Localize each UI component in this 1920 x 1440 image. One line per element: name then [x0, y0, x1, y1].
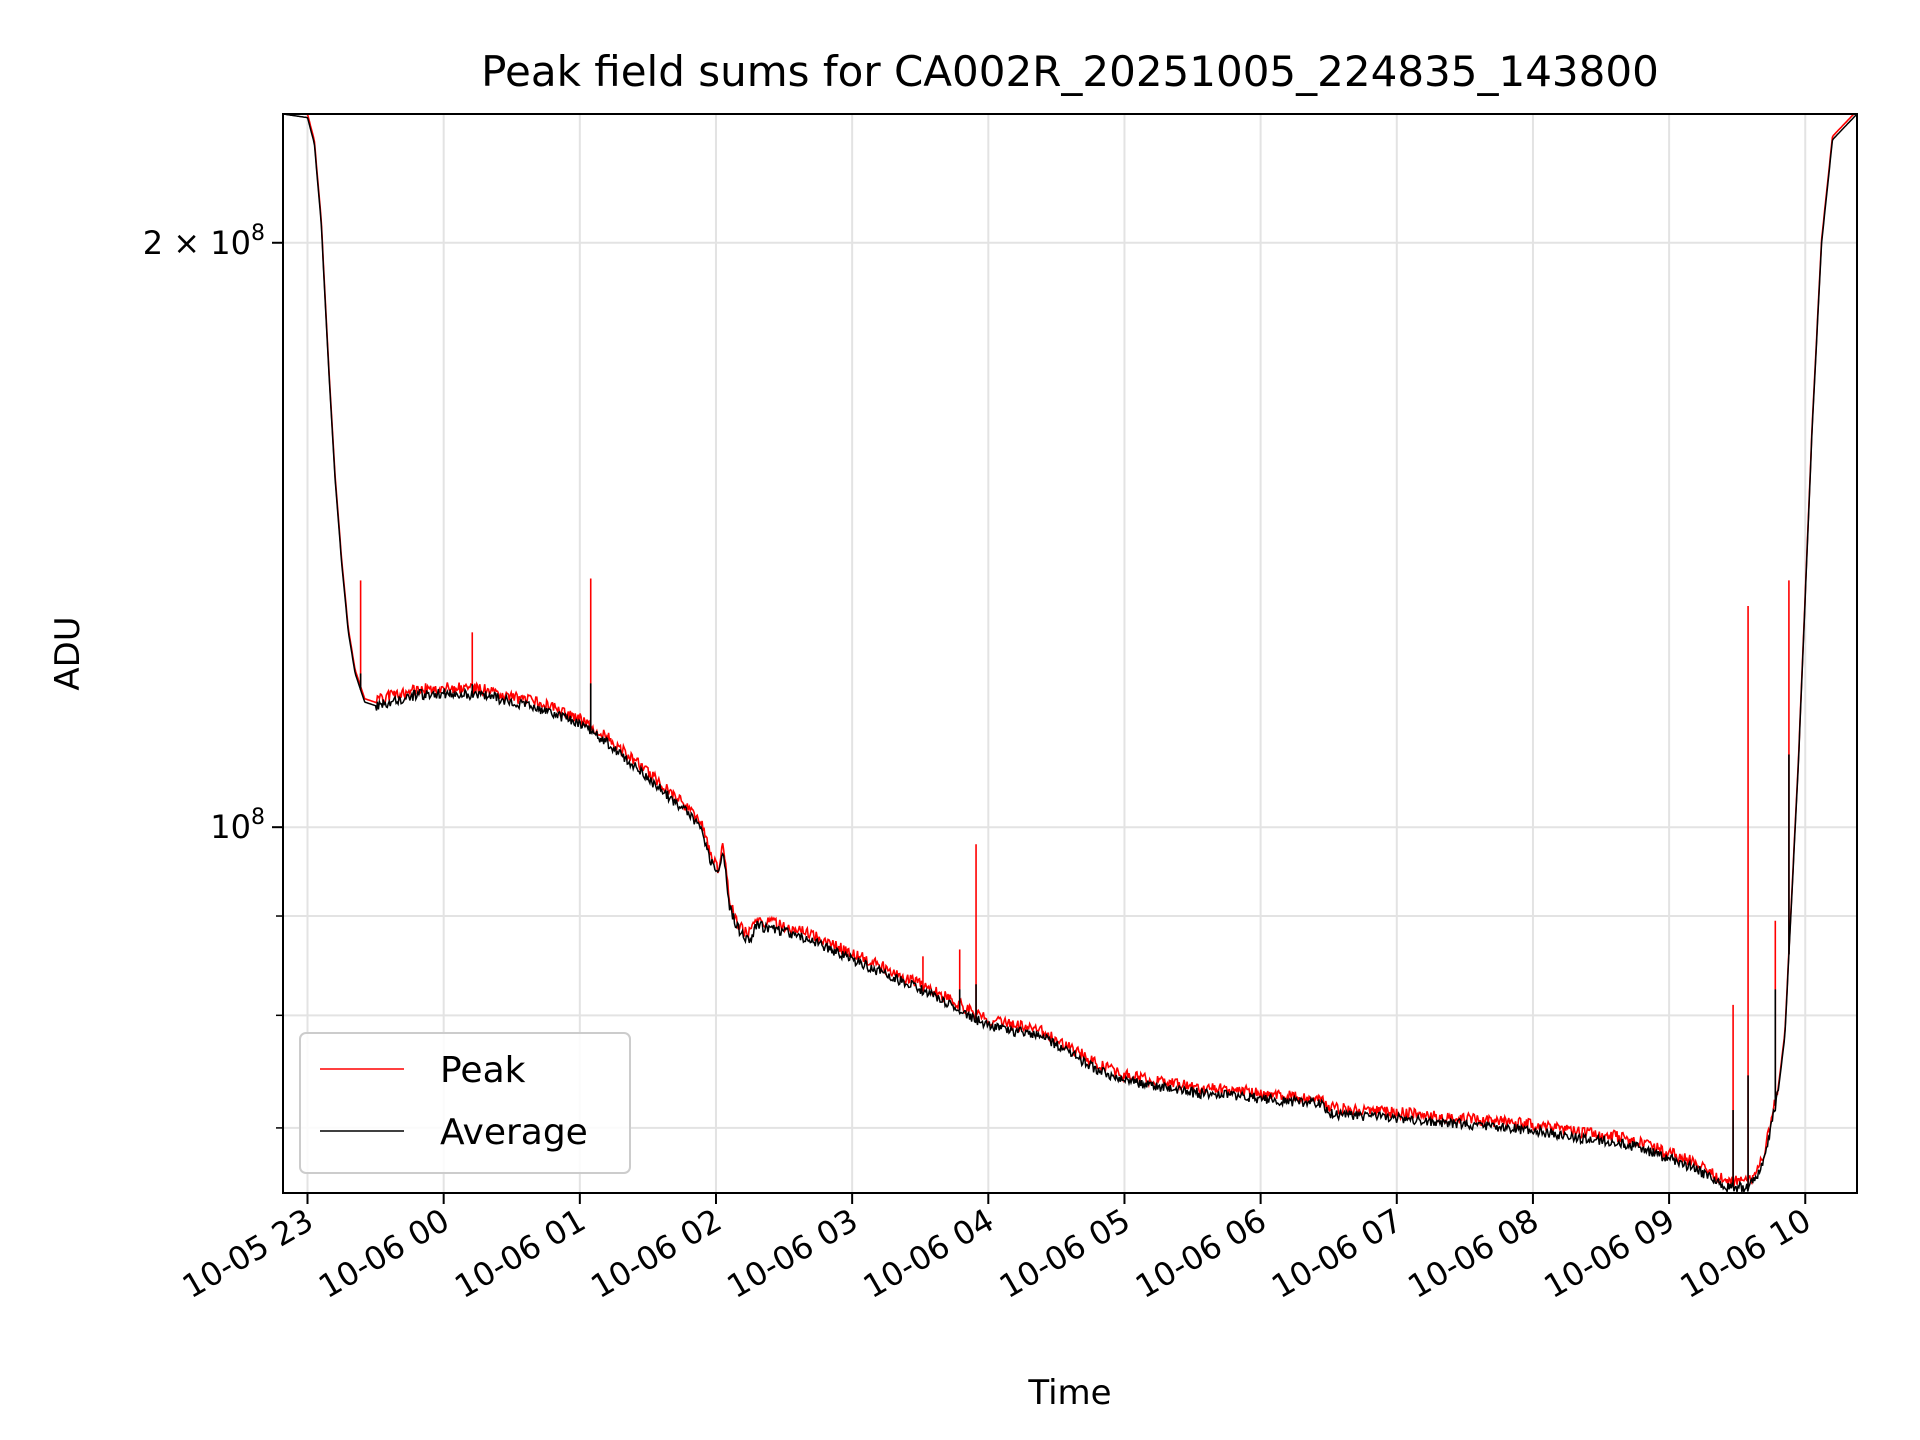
y-tick-exponent: 8 — [251, 805, 265, 830]
y-tick-exponent: 8 — [251, 221, 265, 246]
y-tick-label: 2 × 108 — [143, 221, 265, 262]
chart-title: Peak field sums for CA002R_20251005_2248… — [481, 47, 1659, 96]
legend-label-average: Average — [440, 1112, 588, 1153]
legend-box — [299, 1032, 631, 1174]
legend-label-peak: Peak — [440, 1050, 526, 1091]
series-line-average — [283, 114, 1857, 1193]
x-axis-title: Time — [1027, 1373, 1111, 1413]
plot-frame — [282, 113, 1858, 1194]
y-tick-base: 2 × 10 — [143, 224, 251, 262]
series-layer — [283, 114, 1857, 1193]
y-tick-label: 108 — [210, 805, 265, 846]
grid-layer — [283, 114, 1857, 1193]
legend: Peak Average — [299, 1032, 631, 1174]
y-tick-base: 10 — [210, 808, 251, 846]
y-axis-title: ADU — [48, 616, 88, 690]
